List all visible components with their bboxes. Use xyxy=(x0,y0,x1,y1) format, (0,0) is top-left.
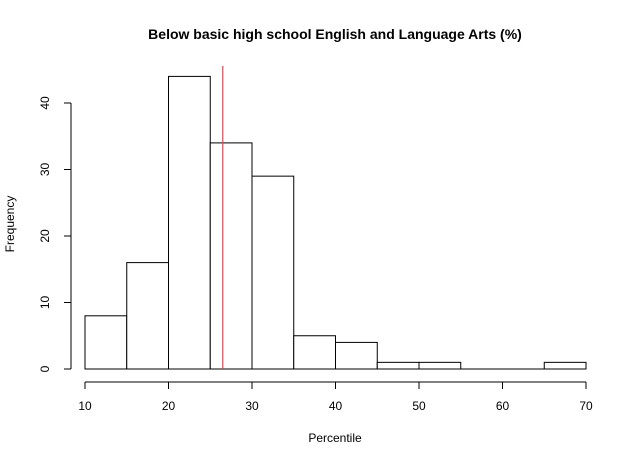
histogram-bar xyxy=(376,361,420,370)
x-axis-label: Percentile xyxy=(308,431,362,445)
x-axis: 10 20 30 40 50 60 70 xyxy=(78,381,593,413)
y-tick-label: 0 xyxy=(38,365,52,372)
histogram-bar xyxy=(251,175,295,370)
histogram-bar xyxy=(126,262,169,370)
x-tick-label: 20 xyxy=(162,399,176,413)
x-tick-label: 10 xyxy=(78,399,92,413)
histogram-bar xyxy=(168,75,211,370)
histogram-bar xyxy=(335,341,378,370)
y-tick-label: 10 xyxy=(38,296,52,310)
histogram-bar xyxy=(543,361,587,370)
x-tick-label: 50 xyxy=(412,399,426,413)
x-tick-label: 40 xyxy=(329,399,343,413)
x-tick-label: 30 xyxy=(245,399,259,413)
histogram-bar xyxy=(418,361,462,370)
histogram-bar xyxy=(209,142,253,370)
y-tick-label: 20 xyxy=(38,229,52,243)
histogram-bar xyxy=(293,335,336,370)
x-tick-label: 70 xyxy=(579,399,593,413)
chart-title: Below basic high school English and Lang… xyxy=(148,26,522,42)
bars-group xyxy=(84,75,587,370)
histogram-bar xyxy=(84,315,128,370)
y-axis-label: Frequency xyxy=(3,196,17,253)
y-tick-label: 40 xyxy=(38,96,52,110)
y-axis: 0 10 20 30 40 xyxy=(38,96,72,372)
x-tick-label: 60 xyxy=(496,399,510,413)
y-tick-label: 30 xyxy=(38,163,52,177)
